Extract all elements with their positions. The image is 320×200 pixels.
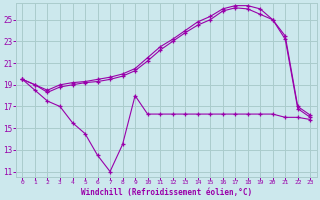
X-axis label: Windchill (Refroidissement éolien,°C): Windchill (Refroidissement éolien,°C) [81,188,252,197]
